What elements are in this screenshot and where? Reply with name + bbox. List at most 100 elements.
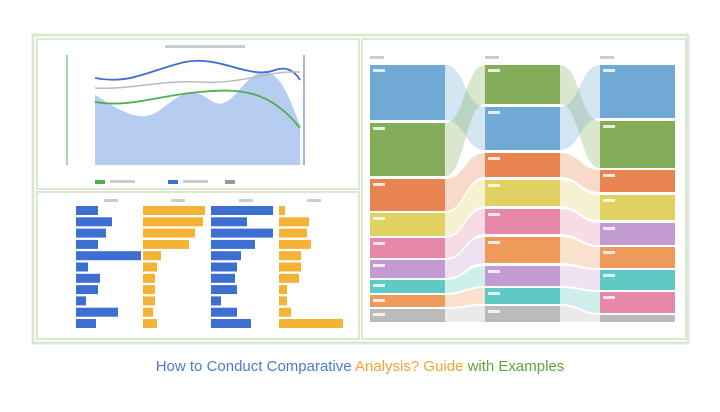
bar — [279, 228, 307, 238]
node — [600, 315, 675, 322]
bar — [143, 307, 153, 317]
bar — [279, 273, 299, 283]
flow — [445, 306, 485, 322]
bar — [143, 273, 155, 283]
node-label — [603, 296, 615, 299]
bar — [211, 262, 237, 272]
node-label — [603, 174, 615, 177]
bar — [76, 319, 96, 328]
bar — [76, 251, 141, 261]
bar — [76, 296, 86, 306]
node-label — [373, 264, 385, 267]
node-label — [603, 199, 615, 202]
flow — [560, 65, 600, 168]
bar — [279, 251, 301, 261]
bar — [76, 239, 98, 249]
node — [370, 65, 445, 120]
legend — [168, 180, 178, 184]
bar — [143, 262, 157, 272]
node — [370, 295, 445, 307]
legend — [95, 180, 105, 184]
bar — [279, 206, 285, 215]
line — [94, 89, 301, 129]
node-label — [373, 217, 385, 220]
node — [485, 237, 560, 263]
node — [600, 223, 675, 245]
bar — [143, 296, 155, 306]
bar — [143, 319, 157, 328]
node-label — [373, 284, 385, 287]
node-label — [488, 213, 500, 216]
caption-part: with Examples — [467, 358, 565, 375]
node-label — [603, 251, 615, 254]
bar — [76, 285, 98, 295]
bar — [211, 273, 235, 283]
bar — [143, 239, 189, 249]
flow — [560, 153, 600, 192]
bar-sketch — [76, 199, 343, 328]
node-label — [603, 274, 615, 277]
bar — [76, 206, 98, 215]
node-label — [603, 69, 615, 72]
node — [485, 209, 560, 234]
flow — [560, 65, 600, 150]
bar — [211, 319, 251, 328]
bar — [143, 217, 203, 227]
legend — [110, 180, 135, 183]
node — [600, 170, 675, 192]
node-label — [488, 270, 500, 273]
bar — [143, 285, 155, 295]
node — [485, 288, 560, 304]
flow — [445, 288, 485, 307]
bar — [279, 239, 311, 249]
placeholder — [370, 56, 384, 59]
bar — [279, 217, 309, 227]
flow — [445, 237, 485, 278]
node — [485, 107, 560, 150]
node-label — [373, 69, 385, 72]
node — [370, 213, 445, 236]
node-label — [488, 157, 500, 160]
node-label — [603, 125, 615, 128]
placeholder — [239, 199, 253, 202]
bar — [76, 307, 118, 317]
node — [600, 292, 675, 313]
flow — [445, 65, 485, 150]
bar — [143, 251, 161, 261]
flow — [560, 288, 600, 313]
node-label — [373, 127, 385, 130]
node — [485, 153, 560, 177]
bar — [143, 206, 205, 215]
bar — [279, 319, 343, 328]
flow — [445, 65, 485, 176]
bar — [76, 273, 100, 283]
node — [370, 260, 445, 278]
placeholder — [600, 56, 614, 59]
flow — [445, 266, 485, 293]
placeholder — [485, 56, 499, 59]
flow — [560, 237, 600, 268]
node — [485, 266, 560, 286]
node — [370, 280, 445, 293]
bar — [211, 206, 273, 215]
bar — [143, 228, 195, 238]
line — [94, 59, 301, 81]
legend — [225, 180, 235, 184]
node-label — [488, 111, 500, 114]
placeholder — [307, 199, 321, 202]
bar — [279, 296, 287, 306]
node-label — [603, 227, 615, 230]
bar — [211, 217, 247, 227]
caption-part: How to Conduct Comparative — [155, 358, 352, 375]
bar — [279, 285, 287, 295]
node — [600, 195, 675, 220]
legend — [183, 180, 208, 183]
node — [600, 65, 675, 118]
node-label — [488, 69, 500, 72]
bar — [211, 239, 255, 249]
node — [370, 123, 445, 176]
node-label — [488, 184, 500, 187]
bar — [76, 217, 112, 227]
bar — [76, 262, 88, 272]
